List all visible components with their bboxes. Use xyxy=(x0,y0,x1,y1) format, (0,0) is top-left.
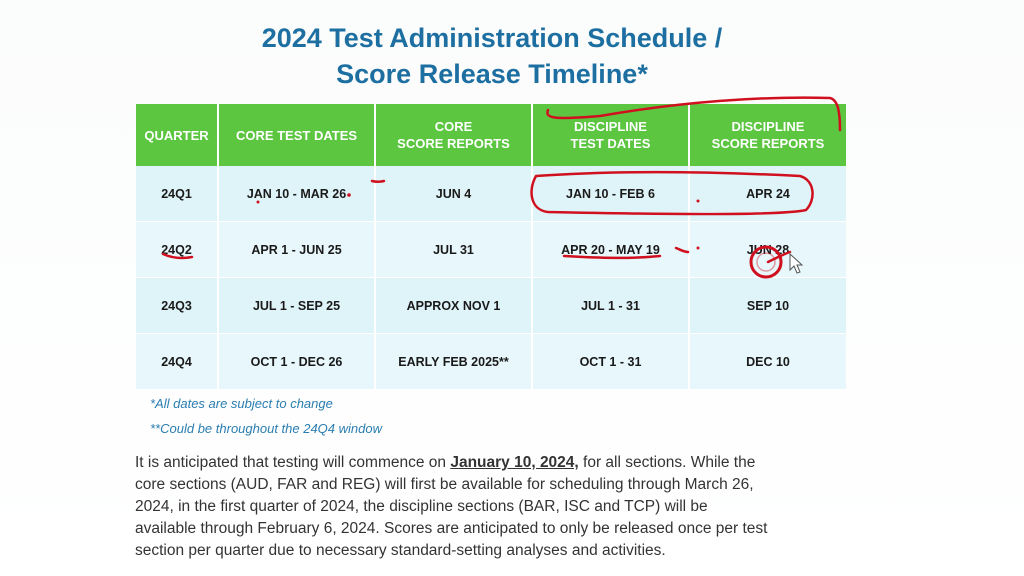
paragraph-line-4: available through February 6, 2024. Scor… xyxy=(135,520,768,537)
cell-discipline-test-dates: OCT 1 - 31 xyxy=(532,333,690,390)
header-discipline-test-dates: DISCIPLINE TEST DATES xyxy=(532,104,690,166)
cell-core-test-dates: JUL 1 - SEP 25 xyxy=(218,277,376,334)
cell-discipline-score-reports: JUN 28 xyxy=(689,221,846,278)
header-quarter: QUARTER xyxy=(136,104,219,166)
header-core-test-dates: CORE TEST DATES xyxy=(218,104,376,166)
title-line-2: Score Release Timeline* xyxy=(336,59,648,89)
paragraph-line-3: 2024, in the first quarter of 2024, the … xyxy=(135,498,708,515)
cell-discipline-test-dates: JUL 1 - 31 xyxy=(532,277,690,334)
table-header-row: QUARTER CORE TEST DATES CORE SCORE REPORT… xyxy=(136,104,846,166)
table-row: 24Q1 JAN 10 - MAR 26 JUN 4 JAN 10 - FEB … xyxy=(136,166,846,222)
cell-core-score-reports: EARLY FEB 2025** xyxy=(375,333,533,390)
cell-core-test-dates: APR 1 - JUN 25 xyxy=(218,221,376,278)
cell-quarter: 24Q4 xyxy=(136,333,219,390)
cell-discipline-test-dates: APR 20 - MAY 19 xyxy=(532,221,690,278)
cell-core-test-dates: JAN 10 - MAR 26 xyxy=(218,166,376,222)
schedule-table: QUARTER CORE TEST DATES CORE SCORE REPORT… xyxy=(136,104,846,390)
table-row: 24Q3 JUL 1 - SEP 25 APPROX NOV 1 JUL 1 -… xyxy=(136,277,846,334)
cell-quarter: 24Q2 xyxy=(136,221,219,278)
header-discipline-score-reports: DISCIPLINE SCORE REPORTS xyxy=(689,104,846,166)
cell-quarter: 24Q1 xyxy=(136,166,219,222)
cell-discipline-score-reports: SEP 10 xyxy=(689,277,846,334)
cell-core-score-reports: JUL 31 xyxy=(375,221,533,278)
table-row: 24Q2 APR 1 - JUN 25 JUL 31 APR 20 - MAY … xyxy=(136,221,846,278)
footnote-dates-subject-to-change: *All dates are subject to change xyxy=(150,396,333,411)
cell-core-test-dates: OCT 1 - DEC 26 xyxy=(218,333,376,390)
header-core-score-reports: CORE SCORE REPORTS xyxy=(375,104,533,166)
cell-discipline-test-dates: JAN 10 - FEB 6 xyxy=(532,166,690,222)
page-title: 2024 Test Administration Schedule / Scor… xyxy=(0,20,984,92)
highlighted-date: January 10, 2024, xyxy=(450,454,579,471)
cell-quarter: 24Q3 xyxy=(136,277,219,334)
body-paragraph: It is anticipated that testing will comm… xyxy=(135,452,875,562)
table-row: 24Q4 OCT 1 - DEC 26 EARLY FEB 2025** OCT… xyxy=(136,333,846,390)
title-line-1: 2024 Test Administration Schedule / xyxy=(261,23,723,53)
paragraph-line-5: section per quarter due to necessary sta… xyxy=(135,542,666,559)
cell-discipline-score-reports: APR 24 xyxy=(689,166,846,222)
cell-core-score-reports: APPROX NOV 1 xyxy=(375,277,533,334)
cell-core-score-reports: JUN 4 xyxy=(375,166,533,222)
cell-discipline-score-reports: DEC 10 xyxy=(689,333,846,390)
paragraph-line-1: It is anticipated that testing will comm… xyxy=(135,454,756,471)
footnote-q4-window: **Could be throughout the 24Q4 window xyxy=(150,421,382,436)
paragraph-line-2: core sections (AUD, FAR and REG) will fi… xyxy=(135,476,754,493)
